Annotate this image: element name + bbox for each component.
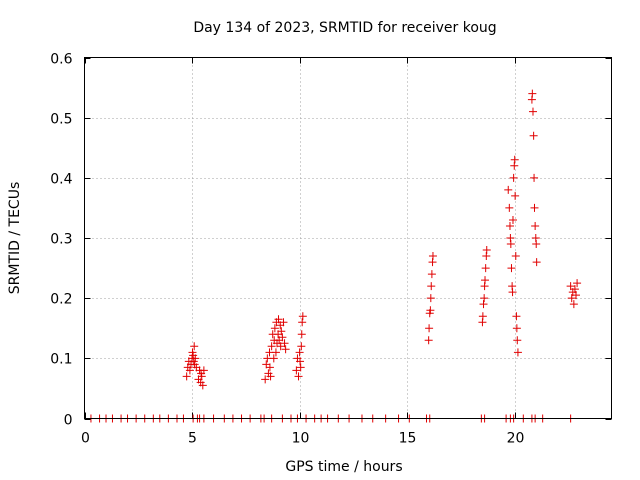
data-point bbox=[530, 203, 539, 212]
data-point bbox=[270, 324, 279, 333]
data-point bbox=[505, 221, 514, 230]
data-point bbox=[513, 348, 522, 357]
data-point bbox=[529, 131, 538, 140]
data-point bbox=[510, 155, 519, 164]
data-point bbox=[297, 330, 306, 339]
data-point bbox=[277, 327, 286, 336]
x-tick-label: 15 bbox=[399, 431, 417, 447]
data-point bbox=[198, 381, 207, 390]
data-point bbox=[507, 264, 516, 273]
data-point bbox=[572, 291, 581, 300]
data-point bbox=[511, 252, 520, 261]
y-tick-label: 0.2 bbox=[50, 292, 72, 308]
data-point bbox=[426, 294, 435, 303]
data-point bbox=[425, 324, 434, 333]
data-point bbox=[512, 312, 521, 321]
data-point bbox=[185, 366, 194, 375]
data-point bbox=[508, 288, 517, 297]
data-point bbox=[271, 348, 280, 357]
data-point bbox=[509, 173, 518, 182]
data-point bbox=[297, 342, 306, 351]
y-axis-label: SRMTID / TECUs bbox=[7, 182, 23, 295]
data-point bbox=[531, 221, 540, 230]
x-tick-label: 5 bbox=[188, 431, 197, 447]
data-point bbox=[294, 372, 303, 381]
data-point bbox=[482, 246, 491, 255]
data-point bbox=[267, 342, 276, 351]
data-point bbox=[570, 285, 579, 294]
data-point bbox=[528, 89, 537, 98]
data-point bbox=[424, 336, 433, 345]
data-point bbox=[480, 294, 489, 303]
x-axis-label: GPS time / hours bbox=[285, 459, 402, 475]
data-point bbox=[428, 252, 437, 261]
data-point bbox=[266, 372, 275, 381]
data-point bbox=[427, 270, 436, 279]
data-point bbox=[280, 339, 289, 348]
data-point bbox=[481, 276, 490, 285]
chart-title: Day 134 of 2023, SRMTID for receiver kou… bbox=[193, 20, 496, 36]
data-point bbox=[426, 306, 435, 315]
data-point bbox=[292, 366, 301, 375]
y-tick-label: 0.1 bbox=[50, 352, 72, 368]
data-point bbox=[261, 375, 270, 384]
data-point bbox=[532, 258, 541, 267]
data-point bbox=[427, 282, 436, 291]
data-point bbox=[508, 215, 517, 224]
x-tick-label: 20 bbox=[507, 431, 525, 447]
data-point bbox=[506, 240, 515, 249]
data-point bbox=[191, 354, 200, 363]
data-point bbox=[513, 336, 522, 345]
x-tick-label: 0 bbox=[81, 431, 90, 447]
data-point bbox=[569, 300, 578, 309]
data-point bbox=[528, 107, 537, 116]
data-point bbox=[279, 318, 288, 327]
x-tick-label: 10 bbox=[292, 431, 310, 447]
x-axis: 0 5 10 15 20 bbox=[81, 57, 525, 447]
y-tick-label: 0.6 bbox=[50, 52, 72, 68]
y-axis: 0 0.1 0.2 0.3 0.4 0.5 0.6 bbox=[50, 52, 612, 429]
data-point bbox=[479, 300, 488, 309]
plot-frame bbox=[84, 57, 612, 419]
data-point bbox=[278, 333, 287, 342]
data-points bbox=[86, 89, 582, 423]
data-point bbox=[265, 363, 274, 372]
data-point bbox=[274, 315, 283, 324]
data-point bbox=[199, 366, 208, 375]
data-point bbox=[478, 312, 487, 321]
data-point bbox=[182, 372, 191, 381]
data-point bbox=[296, 357, 305, 366]
data-point bbox=[296, 363, 305, 372]
data-point bbox=[295, 348, 304, 357]
data-point bbox=[511, 191, 520, 200]
data-point bbox=[573, 279, 582, 288]
data-point bbox=[269, 354, 278, 363]
data-point bbox=[566, 282, 575, 291]
data-point bbox=[298, 318, 307, 327]
data-point bbox=[530, 173, 539, 182]
y-tick-label: 0.5 bbox=[50, 112, 72, 128]
data-point bbox=[481, 264, 490, 273]
data-point bbox=[504, 185, 513, 194]
data-point bbox=[505, 203, 514, 212]
y-tick-label: 0.3 bbox=[50, 232, 72, 248]
data-point bbox=[567, 294, 576, 303]
data-point bbox=[190, 342, 199, 351]
y-tick-label: 0 bbox=[64, 413, 73, 429]
data-point bbox=[298, 312, 307, 321]
data-point bbox=[512, 324, 521, 333]
data-point bbox=[532, 240, 541, 249]
data-point bbox=[197, 372, 206, 381]
y-tick-label: 0.4 bbox=[50, 172, 72, 188]
data-point bbox=[281, 345, 290, 354]
